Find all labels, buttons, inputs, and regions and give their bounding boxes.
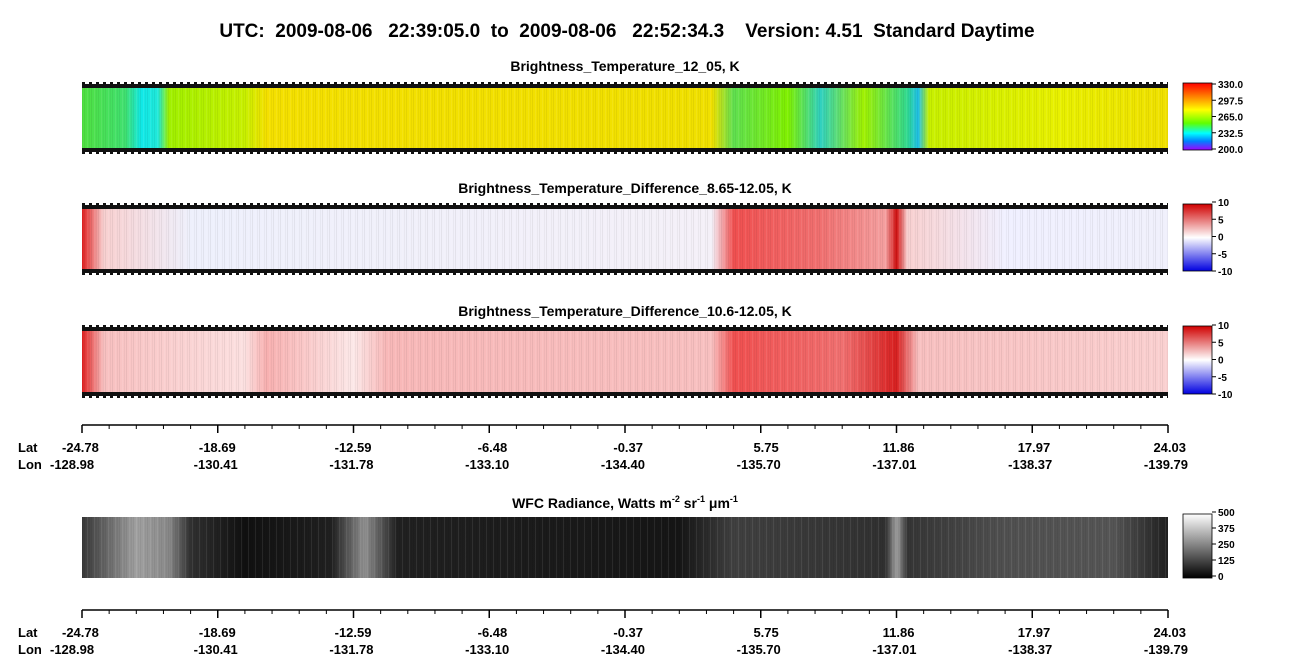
lat-tick-label: 5.75 — [753, 625, 778, 640]
lat-tick-label: -24.78 — [62, 440, 99, 455]
lon-tick-label: -139.79 — [1144, 642, 1188, 657]
lat-tick-label: -12.59 — [335, 440, 372, 455]
lat-tick-label: -12.59 — [335, 625, 372, 640]
colorbar-tick-label: 125 — [1218, 556, 1235, 567]
superscript: -1 — [697, 494, 705, 504]
colorbar-tick-label: 375 — [1218, 524, 1235, 535]
lon-tick-label: -135.70 — [737, 457, 781, 472]
colorbar-tick-label: 0 — [1218, 356, 1224, 367]
lon-tick-label: -133.10 — [465, 457, 509, 472]
colorbar — [1182, 82, 1213, 151]
lat-tick-label: 5.75 — [753, 440, 778, 455]
lat-tick-label: -24.78 — [62, 625, 99, 640]
colorbar-tick-label: -5 — [1218, 250, 1227, 261]
strip-edge — [82, 148, 1168, 152]
lon-tick-label: -134.40 — [601, 642, 645, 657]
colorbar-tick-label: 330.0 — [1218, 80, 1243, 91]
lat-tick-label: 11.86 — [883, 440, 915, 455]
lat-tick-label: -18.69 — [199, 625, 236, 640]
colorbar-tick-label: 265.0 — [1218, 113, 1243, 124]
strip-edge — [82, 327, 1168, 331]
lat-tick-label: -0.37 — [613, 440, 643, 455]
lon-tick-label: -130.41 — [194, 457, 238, 472]
lat-tick-label: 24.03 — [1153, 440, 1186, 455]
colorbar-tick-label: 5 — [1218, 215, 1224, 226]
image-texture — [82, 86, 1168, 150]
strip-edge — [82, 205, 1168, 209]
superscript: -1 — [730, 494, 738, 504]
colorbar — [1182, 513, 1213, 579]
lat-label: Lat — [18, 440, 38, 455]
lon-tick-label: -138.37 — [1008, 457, 1052, 472]
lon-tick-label: -134.40 — [601, 457, 645, 472]
lat-tick-label: 11.86 — [883, 625, 915, 640]
colorbar-tick-label: -10 — [1218, 390, 1233, 401]
superscript: -2 — [672, 494, 680, 504]
image-texture — [82, 207, 1168, 271]
lat-tick-label: 24.03 — [1153, 625, 1186, 640]
colorbar-tick-label: 0 — [1218, 233, 1224, 244]
title-part: WFC Radiance, Watts m — [512, 495, 672, 511]
strip-edge — [82, 84, 1168, 88]
colorbar-tick-label: 0 — [1218, 572, 1224, 583]
lon-tick-label: -130.41 — [194, 642, 238, 657]
lat-label: Lat — [18, 625, 38, 640]
lon-tick-label: -137.01 — [872, 457, 916, 472]
colorbar-tick-label: 250 — [1218, 540, 1235, 551]
lat-tick-label: 17.97 — [1018, 625, 1051, 640]
colorbar-tick-label: 5 — [1218, 338, 1224, 349]
lon-tick-label: -131.78 — [329, 642, 373, 657]
colorbar-tick-label: 297.5 — [1218, 96, 1243, 107]
title-part: μm — [705, 495, 730, 511]
lat-tick-label: -6.48 — [478, 440, 508, 455]
colorbar — [1182, 325, 1213, 395]
lon-tick-label: -137.01 — [872, 642, 916, 657]
image-texture — [82, 517, 1168, 578]
lon-tick-label: -128.98 — [50, 642, 94, 657]
strip-edge — [82, 392, 1168, 396]
panel-title: Brightness_Temperature_12_05, K — [510, 58, 739, 74]
lon-tick-label: -133.10 — [465, 642, 509, 657]
lon-tick-label: -135.70 — [737, 642, 781, 657]
lat-tick-label: -6.48 — [478, 625, 508, 640]
lon-label: Lon — [18, 457, 42, 472]
lon-tick-label: -139.79 — [1144, 457, 1188, 472]
lon-tick-label: -138.37 — [1008, 642, 1052, 657]
colorbar — [1182, 203, 1213, 272]
colorbar-tick-label: -5 — [1218, 373, 1227, 384]
lon-tick-label: -131.78 — [329, 457, 373, 472]
lat-tick-label: -18.69 — [199, 440, 236, 455]
colorbar-tick-label: 200.0 — [1218, 145, 1243, 156]
lat-tick-label: 17.97 — [1018, 440, 1051, 455]
lon-tick-label: -128.98 — [50, 457, 94, 472]
colorbar-tick-label: 232.5 — [1218, 129, 1243, 140]
strip-edge — [82, 269, 1168, 273]
lat-tick-label: -0.37 — [613, 625, 643, 640]
panel-title: WFC Radiance, Watts m-2 sr-1 μm-1 — [512, 494, 738, 511]
lon-label: Lon — [18, 642, 42, 657]
colorbar-tick-label: 10 — [1218, 321, 1230, 332]
image-texture — [82, 329, 1168, 394]
colorbar-tick-label: 10 — [1218, 198, 1230, 209]
title-part: sr — [680, 495, 698, 511]
colorbar-tick-label: -10 — [1218, 267, 1233, 278]
panel-title: Brightness_Temperature_Difference_8.65-1… — [458, 180, 792, 196]
panel-title: Brightness_Temperature_Difference_10.6-1… — [458, 303, 792, 319]
colorbar-tick-label: 500 — [1218, 508, 1235, 519]
page-title: UTC: 2009-08-06 22:39:05.0 to 2009-08-06… — [219, 21, 1034, 42]
